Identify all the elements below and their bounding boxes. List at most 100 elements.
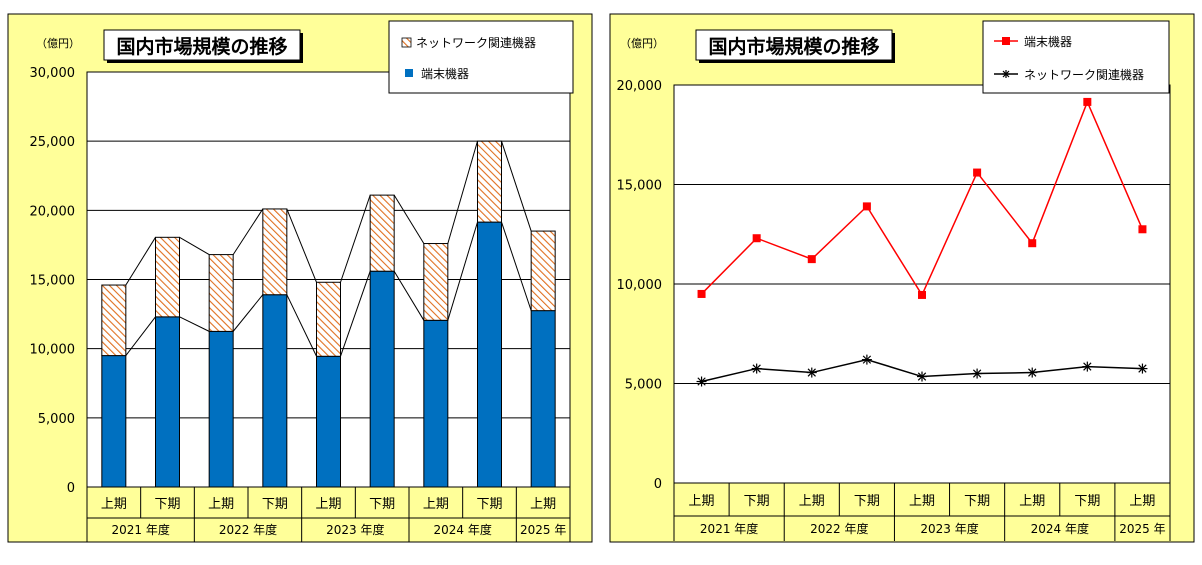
x-tick-label: 下期	[369, 497, 395, 512]
series-line-terminal	[232, 294, 264, 332]
series-line-terminal	[179, 316, 210, 332]
x-tick-label: 下期	[854, 494, 880, 509]
x-group-label: 2021 年度	[111, 522, 169, 537]
legend-label-terminal: 端末機器	[1024, 34, 1072, 49]
chart-title: 国内市場規模の推移	[116, 35, 287, 58]
series-line-terminal	[447, 221, 478, 321]
series-line-terminal	[501, 221, 532, 311]
y-tick-label: 20,000	[30, 204, 76, 219]
asterisk-stroke	[697, 377, 706, 386]
bar-network-device	[316, 281, 341, 357]
data-point-terminal	[918, 290, 926, 299]
series-line-network	[179, 236, 210, 256]
data-point-network	[806, 367, 817, 378]
x-group-label: 2022 年度	[810, 521, 868, 536]
y-tick-label: 10,000	[617, 278, 663, 293]
x-tick-label: 上期	[530, 497, 556, 512]
series-line-terminal	[286, 294, 317, 357]
data-point-terminal	[752, 234, 761, 243]
legend-swatch-terminal	[405, 69, 413, 77]
y-tick-label: 0	[67, 481, 75, 496]
x-tick-label: 上期	[1019, 494, 1045, 509]
data-point-terminal	[807, 255, 816, 264]
bar-terminal-device	[423, 319, 449, 488]
legend-box	[388, 20, 574, 94]
y-tick-label: 5,000	[625, 378, 662, 393]
asterisk-stroke	[1002, 70, 1010, 78]
bar-network-device	[155, 236, 180, 318]
data-point-network	[696, 376, 707, 387]
bar-network-device	[208, 254, 234, 332]
legend-swatch-network	[401, 37, 412, 48]
x-group-label: 2024 年度	[1031, 521, 1089, 536]
bar-network-device	[423, 243, 449, 321]
data-point-network	[1082, 361, 1093, 372]
x-tick-label: 上期	[1129, 494, 1155, 509]
asterisk-stroke	[917, 372, 927, 381]
legend-marker-terminal	[1002, 37, 1010, 45]
y-tick-label: 30,000	[30, 66, 76, 81]
x-tick-label: 下期	[476, 497, 502, 512]
x-tick-label: 上期	[689, 494, 715, 509]
y-tick-label: 15,000	[617, 179, 663, 194]
series-line-terminal	[393, 270, 425, 321]
data-point-terminal	[1083, 97, 1092, 106]
bar-terminal-device	[262, 294, 288, 488]
series-line-network	[125, 237, 156, 286]
y-tick-label: 0	[654, 477, 662, 492]
data-point-terminal	[862, 202, 871, 211]
x-tick-label: 下期	[262, 497, 288, 512]
x-tick-label: 上期	[315, 497, 341, 512]
bar-network-device	[369, 194, 395, 272]
data-point-network	[751, 363, 762, 374]
legend-label-network: ネットワーク関連機器	[1024, 67, 1144, 82]
y-tick-label: 20,000	[617, 79, 663, 94]
y-tick-label: 10,000	[30, 343, 76, 358]
asterisk-stroke	[1083, 362, 1092, 371]
bar-terminal-device	[155, 316, 180, 488]
data-point-network	[861, 354, 872, 365]
series-line-terminal	[340, 271, 371, 357]
bar-terminal-device	[369, 270, 395, 488]
series-line-network	[393, 194, 425, 244]
x-tick-label: 下期	[154, 497, 180, 512]
x-tick-label: 上期	[208, 497, 234, 512]
series-line-network	[286, 208, 317, 283]
x-tick-label: 下期	[744, 494, 770, 509]
x-tick-label: 下期	[964, 494, 990, 509]
line-chart-panel: 0 5,000 10,000 15,000 20,000 上期 下期 上期 下期 上期 下期 上期 下期…	[602, 0, 1202, 561]
bar-terminal-device	[101, 355, 127, 488]
title-box	[103, 29, 301, 61]
asterisk-stroke	[862, 355, 872, 364]
data-point-terminal	[1138, 225, 1147, 234]
series-line-terminal	[125, 316, 156, 356]
legend-label-terminal: 端末機器	[421, 66, 469, 81]
x-tick-label: 上期	[799, 494, 825, 509]
bar-terminal-device	[316, 355, 341, 488]
y-tick-label: 25,000	[30, 135, 76, 150]
asterisk-stroke	[972, 369, 982, 378]
bar-network-device	[477, 140, 502, 223]
y-tick-label: 5,000	[38, 412, 75, 427]
x-group-label: 2021 年度	[700, 521, 758, 536]
data-point-network	[1137, 363, 1148, 374]
x-tick-label: 上期	[423, 497, 449, 512]
data-point-terminal	[697, 289, 706, 298]
x-group-label: 2024 年度	[433, 522, 491, 537]
data-point-terminal	[1028, 239, 1037, 248]
x-group-label: 2022 年度	[219, 522, 277, 537]
data-point-network	[1027, 367, 1038, 378]
legend-label-network: ネットワーク関連機器	[416, 35, 536, 50]
bar-network-device	[262, 208, 288, 296]
y-axis-unit: （億円）	[620, 37, 664, 50]
x-group-label: 2023 年度	[326, 522, 384, 537]
x-group-label: 2025 年	[1119, 522, 1165, 536]
asterisk-stroke	[1028, 368, 1037, 377]
data-point-network	[917, 371, 927, 382]
series-line-network	[232, 208, 264, 255]
x-group-label: 2025 年	[520, 523, 566, 537]
stacked-bar-chart-panel: 0 5,000 10,000 15,000 20,000 25,000 30,000 上期 下期…	[0, 0, 600, 561]
series-line-network	[447, 141, 478, 244]
bar-network-device	[101, 284, 127, 357]
asterisk-stroke	[807, 368, 816, 377]
